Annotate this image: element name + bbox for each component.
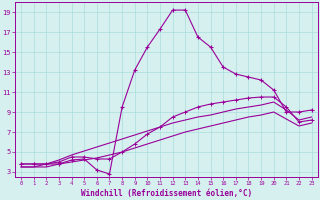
- X-axis label: Windchill (Refroidissement éolien,°C): Windchill (Refroidissement éolien,°C): [81, 189, 252, 198]
